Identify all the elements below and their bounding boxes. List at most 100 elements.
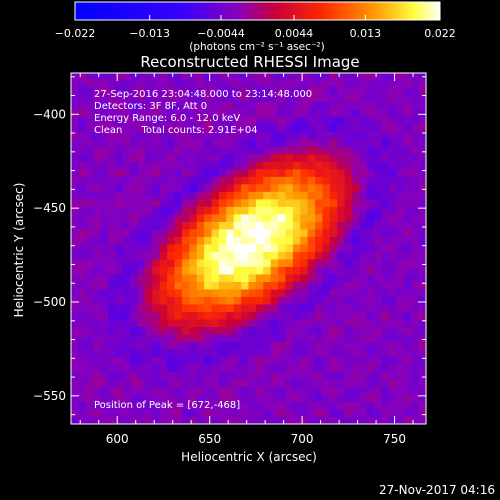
heatmap-cell (85, 303, 94, 312)
heatmap-cell (396, 198, 405, 207)
heatmap-cell (292, 341, 301, 350)
heatmap-cell (300, 191, 309, 200)
heatmap-cell (292, 393, 301, 403)
heatmap-cell (107, 416, 116, 424)
heatmap-cell (218, 296, 227, 305)
heatmap-cell (189, 221, 198, 230)
heatmap-cell (337, 138, 346, 147)
heatmap-cell (152, 73, 161, 80)
heatmap-cell (344, 258, 353, 267)
heatmap-cell (130, 393, 139, 403)
heatmap-cell (115, 401, 124, 410)
heatmap-cell (130, 101, 139, 110)
heatmap-cell (263, 206, 272, 215)
heatmap-cell (204, 123, 213, 132)
heatmap-cell (411, 183, 420, 192)
heatmap-cell (122, 86, 131, 95)
heatmap-cell (115, 146, 124, 155)
heatmap-cell (211, 251, 220, 260)
heatmap-cell (152, 228, 161, 237)
heatmap-cell (241, 288, 250, 297)
heatmap-cell (374, 131, 383, 140)
heatmap-cell (241, 393, 250, 403)
heatmap-cell (315, 198, 324, 207)
heatmap-cell (78, 108, 87, 117)
heatmap-cell (107, 168, 116, 177)
heatmap-cell (307, 363, 316, 373)
heatmap-cell (130, 228, 139, 237)
heatmap-cell (418, 288, 426, 297)
heatmap-cell (307, 108, 316, 117)
heatmap-cell (211, 228, 220, 237)
heatmap-cell (285, 138, 294, 147)
heatmap-cell (374, 101, 383, 110)
heatmap-cell (374, 363, 383, 373)
heatmap-cell (241, 236, 250, 245)
heatmap-cell (226, 333, 235, 343)
heatmap-cell (248, 176, 257, 185)
heatmap-cell (115, 168, 124, 177)
heatmap-cell (255, 191, 264, 200)
heatmap-cell (144, 86, 153, 95)
heatmap-cell (130, 123, 139, 132)
heatmap-cell (137, 356, 146, 365)
heatmap-cell (167, 93, 176, 102)
heatmap-cell (130, 191, 139, 200)
heatmap-cell (381, 393, 390, 403)
heatmap-cell (255, 243, 264, 252)
heatmap-cell (211, 243, 220, 252)
heatmap-cell (196, 311, 205, 320)
heatmap-cell (85, 326, 94, 335)
heatmap-cell (137, 341, 146, 350)
heatmap-cell (292, 401, 301, 410)
heatmap-cell (315, 221, 324, 230)
heatmap-cell (159, 73, 168, 80)
heatmap-cell (144, 116, 153, 125)
heatmap-cell (93, 258, 102, 267)
heatmap-cell (337, 198, 346, 207)
heatmap-cell (196, 348, 205, 358)
heatmap-cell (152, 221, 161, 230)
heatmap-cell (167, 318, 176, 327)
heatmap-cell (329, 138, 338, 147)
heatmap-cell (167, 236, 176, 245)
heatmap-cell (144, 236, 153, 245)
heatmap-cell (411, 101, 420, 110)
heatmap-cell (322, 258, 331, 267)
heatmap-cell (204, 356, 213, 365)
heatmap-cell (122, 296, 131, 305)
heatmap-cell (93, 146, 102, 155)
heatmap-cell (211, 258, 220, 267)
heatmap-cell (137, 101, 146, 110)
heatmap-cell (159, 161, 168, 170)
heatmap-cell (366, 326, 375, 335)
heatmap-cell (322, 86, 331, 95)
heatmap-cell (233, 176, 242, 185)
heatmap-cell (359, 243, 368, 252)
heatmap-cell (167, 198, 176, 207)
heatmap-cell (396, 251, 405, 260)
heatmap-cell (174, 138, 183, 147)
heatmap-cell (270, 168, 279, 177)
heatmap-cell (329, 266, 338, 275)
heatmap-cell (322, 363, 331, 373)
heatmap-cell (159, 176, 168, 185)
heatmap-cell (107, 371, 116, 380)
heatmap-cell (418, 311, 426, 320)
heatmap-cell (78, 416, 87, 424)
heatmap-cell (396, 146, 405, 155)
heatmap-cell (263, 228, 272, 237)
heatmap-cell (233, 266, 242, 275)
heatmap-cell (189, 356, 198, 365)
heatmap-cell (137, 168, 146, 177)
heatmap-cell (115, 341, 124, 350)
heatmap-cell (352, 191, 361, 200)
heatmap-cell (211, 86, 220, 95)
heatmap-cell (233, 356, 242, 365)
heatmap-cell (292, 228, 301, 237)
heatmap-cell (181, 251, 190, 260)
heatmap-cell (344, 408, 353, 418)
heatmap-cell (396, 243, 405, 252)
heatmap-cell (196, 236, 205, 245)
heatmap-cell (167, 123, 176, 132)
